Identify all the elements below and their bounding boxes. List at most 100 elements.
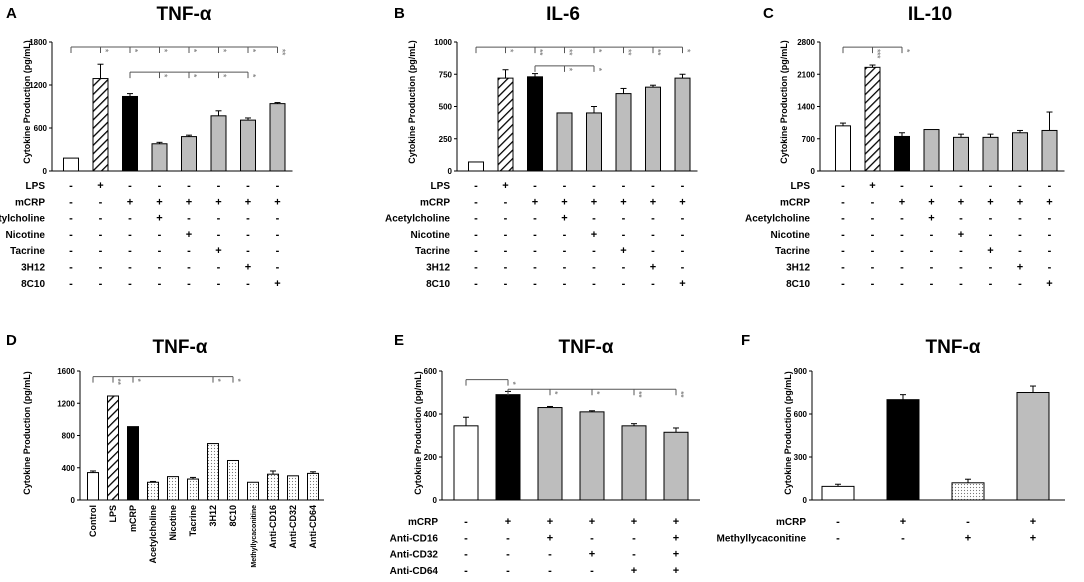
- treatment-sign: -: [217, 262, 221, 274]
- treatment-sign: -: [506, 532, 510, 544]
- treatment-sign: +: [673, 549, 679, 561]
- treatment-sign: +: [547, 532, 553, 544]
- y-axis-label: Cytokine Production (pg/mL): [413, 371, 423, 495]
- sig-label: *: [594, 68, 603, 72]
- treatment-sign: -: [841, 229, 845, 241]
- treatment-sign: -: [69, 262, 73, 274]
- panel-letter-E: E: [394, 332, 404, 349]
- sig-label: **: [653, 49, 662, 56]
- treatment-sign: -: [187, 213, 191, 225]
- sig-label: **: [113, 379, 122, 386]
- y-tick-label: 500: [439, 103, 453, 112]
- bar: [210, 115, 227, 172]
- treatment-row-label: Methyllycaconitine: [717, 533, 807, 544]
- panel-D: D TNF-α Cytokine Production (pg/mL) 0 400…: [6, 332, 324, 568]
- treatment-sign: -: [900, 229, 904, 241]
- bar: [187, 478, 199, 501]
- treatment-sign: +: [1017, 262, 1023, 274]
- y-tick-label: 750: [439, 70, 453, 79]
- treatment-sign: -: [533, 262, 537, 274]
- treatment-sign: -: [246, 229, 250, 241]
- treatment-row-label: Anti-CD64: [390, 566, 439, 577]
- treatment-sign: +: [650, 262, 656, 274]
- sig-label: *: [592, 391, 601, 395]
- y-tick-label: 400: [424, 410, 438, 419]
- y-tick-label: 1800: [29, 38, 47, 47]
- treatment-sign: -: [158, 278, 162, 290]
- category-label: Anti-CD16: [268, 505, 278, 549]
- treatment-sign: -: [158, 262, 162, 274]
- y-axis-label: Cytokine Production (pg/mL): [22, 40, 32, 164]
- sig-label: *: [219, 49, 228, 53]
- treatment-sign: -: [504, 196, 508, 208]
- bar: [181, 136, 197, 172]
- treatment-sign: -: [246, 180, 250, 192]
- sig-label: *: [594, 49, 603, 53]
- treatment-sign: -: [901, 532, 905, 544]
- sig-label: *: [101, 49, 110, 53]
- category-label: Control: [88, 505, 98, 537]
- treatment-sign: -: [533, 180, 537, 192]
- sig-label: *: [233, 379, 242, 383]
- treatment-sign: -: [533, 278, 537, 290]
- treatment-sign: -: [99, 229, 103, 241]
- bar: [207, 443, 219, 501]
- treatment-sign: -: [836, 516, 840, 528]
- treatment-sign: +: [631, 516, 637, 528]
- bar: [527, 76, 543, 172]
- treatment-sign: -: [128, 245, 132, 257]
- treatment-sign: -: [217, 278, 221, 290]
- treatment-sign: -: [504, 229, 508, 241]
- treatment-row-label: 8C10: [426, 279, 450, 290]
- treatment-sign: -: [128, 262, 132, 274]
- y-tick-label: 0: [803, 496, 808, 505]
- bar: [645, 86, 661, 172]
- treatment-sign: -: [651, 229, 655, 241]
- sig-label: *: [189, 74, 198, 78]
- treatment-row-label: mCRP: [408, 517, 438, 528]
- treatment-sign: -: [592, 278, 596, 290]
- treatment-row-label: Nicotine: [411, 230, 451, 241]
- y-tick-label: 2800: [797, 38, 815, 47]
- treatment-sign: -: [622, 229, 626, 241]
- category-label: Anti-CD64: [308, 505, 318, 549]
- treatment-sign: -: [871, 262, 875, 274]
- y-axis-label: Cytokine Production (pg/mL): [779, 40, 789, 164]
- treatment-sign: -: [276, 262, 280, 274]
- treatment-row-label: 3H12: [786, 263, 810, 274]
- treatment-sign: -: [841, 196, 845, 208]
- bar: [227, 459, 239, 501]
- panel-title: TNF-α: [559, 337, 614, 358]
- treatment-sign: -: [622, 278, 626, 290]
- treatment-sign: -: [99, 213, 103, 225]
- treatment-sign: +: [186, 229, 192, 241]
- bar: [579, 411, 605, 501]
- treatment-sign: -: [474, 196, 478, 208]
- treatment-sign: -: [217, 180, 221, 192]
- panel-F: F TNF-α Cytokine Production (pg/mL) 0 300…: [717, 332, 1065, 544]
- treatment-sign: -: [276, 180, 280, 192]
- treatment-row-label: Anti-CD32: [390, 550, 439, 561]
- treatment-sign: +: [547, 516, 553, 528]
- treatment-sign: -: [681, 229, 685, 241]
- treatment-sign: +: [987, 245, 993, 257]
- treatment-sign: -: [128, 278, 132, 290]
- treatment-sign: -: [548, 565, 552, 577]
- treatment-sign: +: [928, 213, 934, 225]
- treatment-sign: -: [959, 262, 963, 274]
- bar: [556, 112, 573, 172]
- y-tick-label: 1600: [57, 367, 75, 376]
- sig-label: ***: [873, 49, 882, 59]
- treatment-sign: -: [474, 262, 478, 274]
- bar: [923, 129, 940, 172]
- sig-label: *: [133, 379, 142, 383]
- panel-letter-B: B: [394, 5, 405, 22]
- treatment-sign: +: [591, 196, 597, 208]
- treatment-sign: -: [651, 278, 655, 290]
- treatment-row-label: Acetylcholine: [385, 214, 450, 225]
- treatment-sign: -: [276, 245, 280, 257]
- treatment-sign: -: [506, 565, 510, 577]
- bar: [151, 143, 168, 172]
- treatment-sign: -: [900, 245, 904, 257]
- treatment-sign: -: [836, 532, 840, 544]
